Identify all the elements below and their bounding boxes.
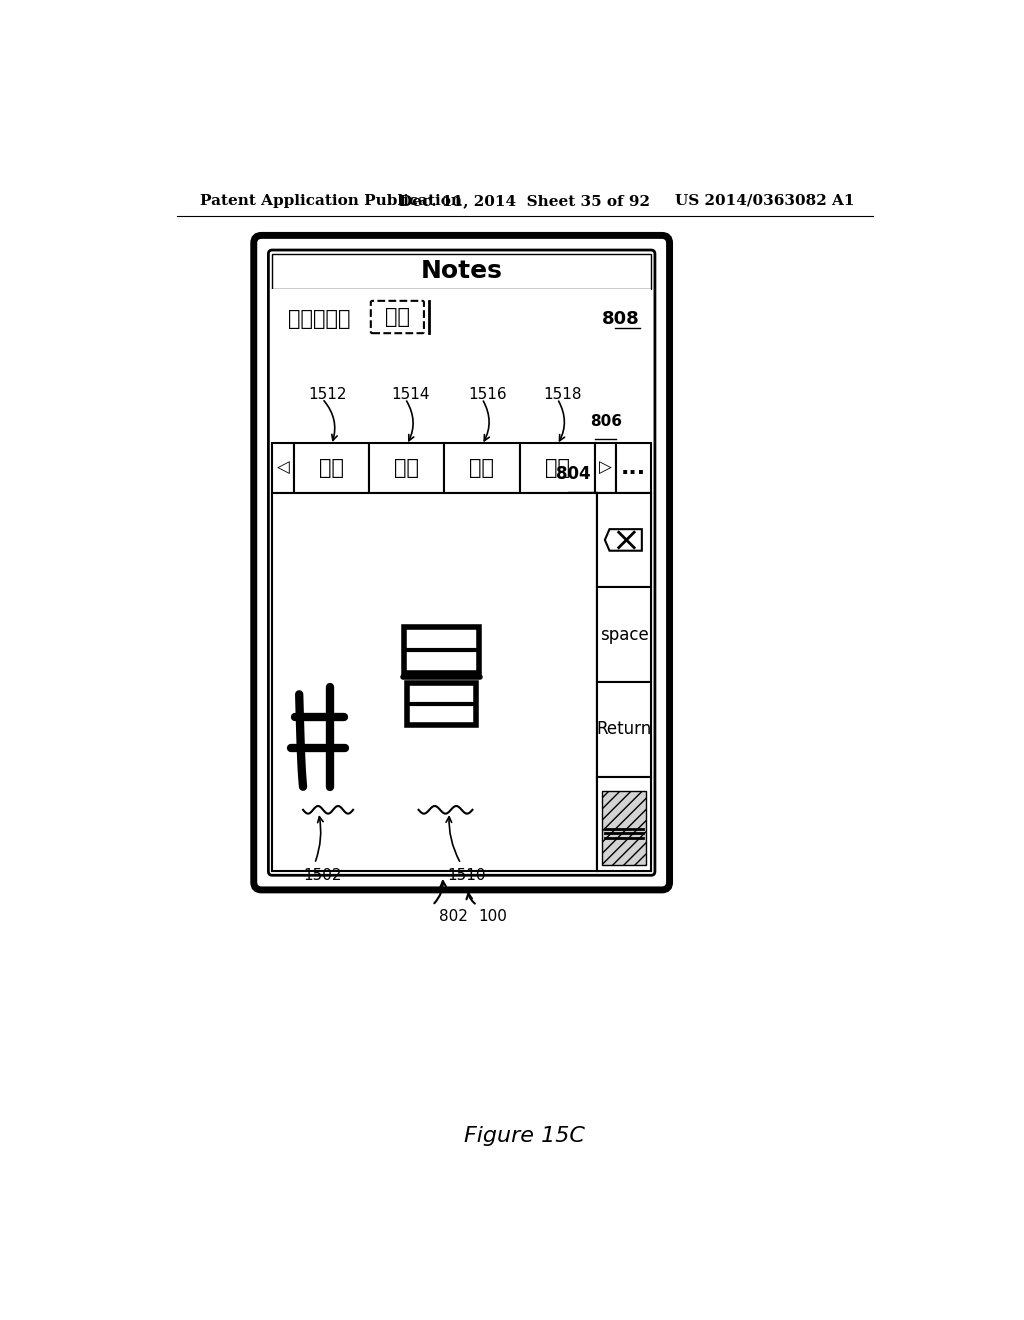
FancyBboxPatch shape (371, 301, 424, 333)
Text: ...: ... (622, 458, 646, 478)
FancyBboxPatch shape (268, 249, 655, 875)
Bar (444, 442, 519, 492)
Bar (597, 682, 651, 776)
Text: 1518: 1518 (544, 388, 582, 403)
Text: 806: 806 (590, 413, 622, 429)
Text: ◁: ◁ (276, 458, 290, 477)
Bar (272, 253, 651, 289)
Text: 巾昌: 巾昌 (318, 458, 344, 478)
Text: Notes: Notes (421, 259, 503, 284)
Text: 巾冒: 巾冒 (469, 458, 495, 478)
Text: space: space (600, 626, 648, 644)
Text: Dec. 11, 2014  Sheet 35 of 92: Dec. 11, 2014 Sheet 35 of 92 (399, 194, 650, 207)
Polygon shape (605, 529, 642, 550)
Bar (602, 792, 646, 866)
Bar (519, 442, 595, 492)
Bar (597, 492, 651, 587)
Text: 1510: 1510 (447, 867, 485, 883)
Bar (272, 442, 294, 492)
FancyBboxPatch shape (254, 235, 670, 890)
Text: 1514: 1514 (391, 388, 430, 403)
Bar (616, 442, 651, 492)
Bar (597, 776, 651, 871)
Text: Patent Application Publication: Patent Application Publication (200, 194, 462, 207)
Bar (595, 442, 616, 492)
Text: US 2014/0363082 A1: US 2014/0363082 A1 (675, 194, 854, 207)
Text: 1502: 1502 (303, 867, 342, 883)
Text: 802: 802 (438, 909, 467, 924)
Text: Figure 15C: Figure 15C (464, 1126, 586, 1146)
Bar (272, 492, 597, 871)
Text: 808: 808 (602, 310, 640, 329)
Bar (597, 587, 651, 682)
Bar (407, 682, 476, 725)
Text: 1512: 1512 (308, 388, 347, 403)
Text: 804: 804 (556, 466, 591, 483)
Text: 衣服很美。: 衣服很美。 (288, 309, 350, 329)
Text: ▷: ▷ (599, 458, 612, 477)
Bar (403, 627, 479, 673)
Bar (369, 442, 444, 492)
Text: 中冒: 中冒 (394, 458, 419, 478)
Text: Return: Return (597, 721, 651, 738)
Text: 巾昌: 巾昌 (385, 308, 410, 327)
Text: 1516: 1516 (468, 388, 507, 403)
Text: 100: 100 (478, 909, 508, 924)
Bar (272, 289, 651, 442)
Bar (294, 442, 369, 492)
Text: 中目: 中目 (545, 458, 569, 478)
Bar (597, 492, 651, 871)
